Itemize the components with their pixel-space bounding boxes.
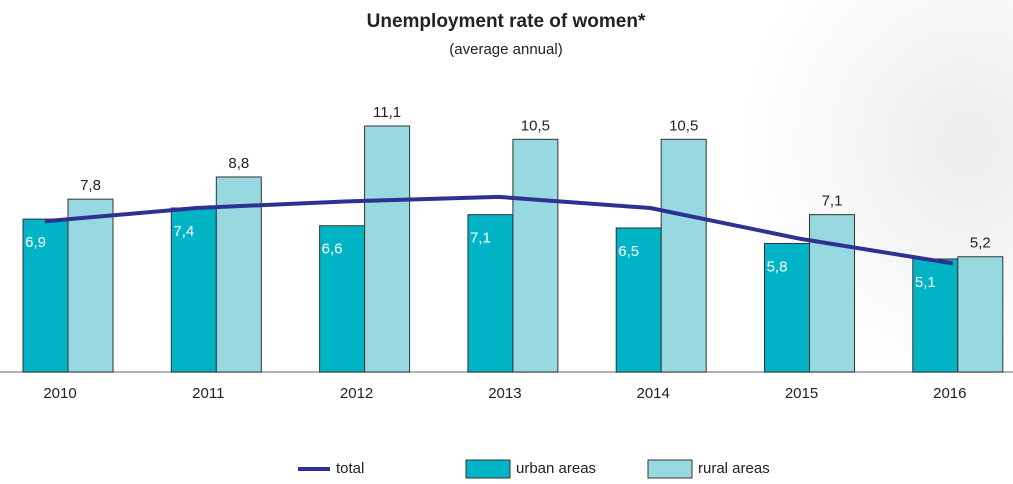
bar <box>215 176 262 373</box>
bar <box>764 242 810 373</box>
data-label: 6,9 <box>25 234 46 251</box>
x-tick-label: 2012 <box>340 385 373 402</box>
x-tick-label: 2014 <box>637 385 670 402</box>
chart-subtitle: (average annual) <box>449 41 562 58</box>
data-label: 10,5 <box>521 117 550 134</box>
data-label: 5,1 <box>915 274 936 291</box>
x-tick-label: 2010 <box>43 385 76 402</box>
bar <box>809 214 855 373</box>
x-tick-label: 2011 <box>192 385 224 402</box>
chart-title: Unemployment rate of women* <box>367 11 646 32</box>
bar <box>67 198 114 373</box>
bar <box>170 207 217 373</box>
bar <box>512 138 559 373</box>
legend-label: rural areas <box>698 460 770 477</box>
legend-label: total <box>336 460 364 477</box>
bar <box>364 125 411 373</box>
data-label: 7,1 <box>470 230 491 247</box>
data-label: 6,6 <box>322 241 343 258</box>
bar <box>22 218 69 373</box>
bar <box>957 256 1004 373</box>
x-tick-label: 2016 <box>933 385 966 402</box>
data-label: 5,2 <box>970 235 991 252</box>
data-label: 7,4 <box>173 223 194 240</box>
bar <box>660 138 707 373</box>
bar <box>615 227 662 373</box>
data-label: 6,5 <box>618 243 639 260</box>
bar <box>319 225 366 373</box>
x-tick-label: 2013 <box>488 385 521 402</box>
x-tick-label: 2015 <box>785 385 818 402</box>
data-label: 11,1 <box>373 104 401 121</box>
data-label: 5,8 <box>767 258 788 275</box>
total-line <box>44 194 954 266</box>
data-label: 7,1 <box>822 193 843 210</box>
legend-swatch <box>647 459 693 479</box>
legend-swatch <box>465 459 511 479</box>
data-label: 10,5 <box>669 117 698 134</box>
bar <box>467 214 514 373</box>
legend-label: urban areas <box>516 460 596 477</box>
data-label: 8,8 <box>228 155 249 172</box>
data-label: 7,8 <box>80 177 101 194</box>
